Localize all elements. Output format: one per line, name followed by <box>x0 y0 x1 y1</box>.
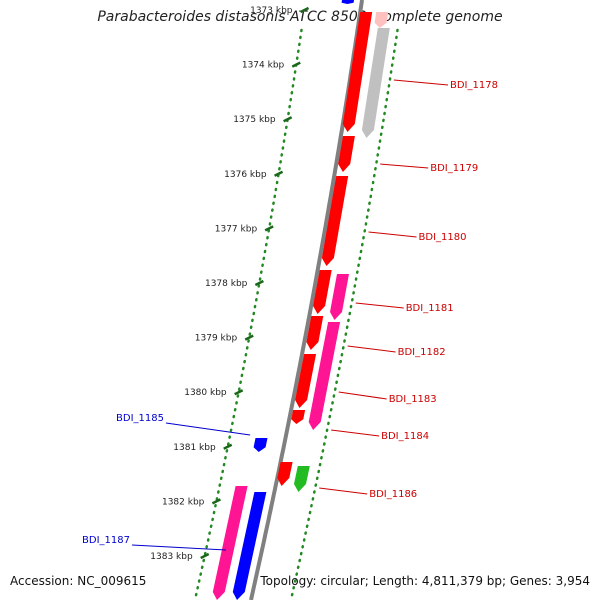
gene-bdi-1187 <box>232 492 267 600</box>
kbp-tick-mark <box>283 116 293 123</box>
leader-line <box>319 487 368 495</box>
gene-bdi-1185 <box>253 438 268 452</box>
gene-label-bdi_1180: BDI_1180 <box>419 232 467 243</box>
backbone <box>249 0 364 600</box>
leader-line <box>393 79 449 86</box>
leader-line <box>338 391 387 400</box>
kbp-tick-label: 1379 kbp <box>195 334 238 344</box>
kbp-tick-label: 1381 kbp <box>173 443 216 453</box>
gene-bdi-1179 <box>338 136 355 172</box>
gene-label-bdi_1187: BDI_1187 <box>82 535 130 546</box>
gene-bdi-1182 <box>306 316 324 350</box>
kbp-tick-mark <box>254 279 264 287</box>
accession-text: Accession: NC_009615 <box>10 574 147 588</box>
gene-label-bdi_1178: BDI_1178 <box>450 80 498 91</box>
kbp-tick-label: 1373 kbp <box>250 6 293 16</box>
gene-label-bdi_1181: BDI_1181 <box>406 303 454 314</box>
kbp-tick-label: 1378 kbp <box>205 279 248 289</box>
kbp-tick-label: 1374 kbp <box>242 61 285 71</box>
gene-label-bdi_1184: BDI_1184 <box>381 431 429 442</box>
kbp-tick-mark <box>234 389 244 396</box>
gene-pink-top <box>374 12 389 28</box>
map-title: Parabacteroides distasonis ATCC 8503, co… <box>97 9 503 25</box>
left-dot-line <box>193 28 303 600</box>
leader-line <box>331 429 380 437</box>
kbp-tick-mark <box>200 552 210 560</box>
backbone-line <box>249 0 364 600</box>
leader-line <box>165 422 251 436</box>
kbp-tick-label: 1380 kbp <box>184 388 227 398</box>
gene-bdi-1184 <box>291 410 306 424</box>
leader-line <box>131 544 227 551</box>
gene-features <box>212 0 390 600</box>
leader-line <box>347 345 396 353</box>
kbp-tick-mark <box>299 6 310 14</box>
kbp-ticks: 1373 kbp 1374 kbp 1375 kbp 1376 kbp 1377 kbp… <box>150 6 310 562</box>
gene-label-bdi_1185: BDI_1185 <box>116 413 164 424</box>
kbp-tick-mark <box>264 225 274 232</box>
gene-pink-1 <box>330 274 349 320</box>
kbp-tick-label: 1382 kbp <box>162 497 205 507</box>
gene-top-blue <box>341 0 354 4</box>
kbp-tick-label: 1375 kbp <box>233 115 276 125</box>
gene-bdi-1186 <box>294 466 310 492</box>
tick-dot-lines <box>193 28 399 600</box>
gene-bdi-1180 <box>321 176 349 266</box>
kbp-tick-mark <box>274 170 284 177</box>
gene-red-1183 <box>295 354 317 408</box>
gene-label-bdi_1182: BDI_1182 <box>398 347 446 358</box>
leader-line <box>355 302 404 309</box>
gene-bdi-1183 <box>308 322 341 430</box>
gene-red-1186 <box>277 462 293 486</box>
leader-line <box>368 231 417 238</box>
leader-line <box>380 163 429 169</box>
gene-bdi-1181 <box>313 270 332 314</box>
right-dot-line <box>289 28 399 600</box>
gene-label-bdi_1186: BDI_1186 <box>369 489 417 500</box>
gene-label-bdi_1179: BDI_1179 <box>430 163 478 174</box>
gene-label-bdi_1183: BDI_1183 <box>389 394 437 405</box>
kbp-tick-label: 1376 kbp <box>224 170 267 180</box>
gene-bdi-1178 <box>361 28 390 138</box>
kbp-tick-mark <box>223 443 233 450</box>
kbp-tick-mark <box>211 498 221 505</box>
gene-bdi-1187-pink <box>212 486 248 600</box>
genome-summary: Topology: circular; Length: 4,811,379 bp… <box>260 574 590 588</box>
kbp-tick-label: 1383 kbp <box>150 552 193 562</box>
gene-labels: BDI_1178 BDI_1179 BDI_1180 BDI_1181 BDI_1182… <box>82 79 498 551</box>
kbp-tick-mark <box>291 61 301 68</box>
kbp-tick-label: 1377 kbp <box>215 224 258 234</box>
kbp-tick-mark <box>244 334 254 341</box>
gene-bdi-1177 <box>342 12 373 132</box>
